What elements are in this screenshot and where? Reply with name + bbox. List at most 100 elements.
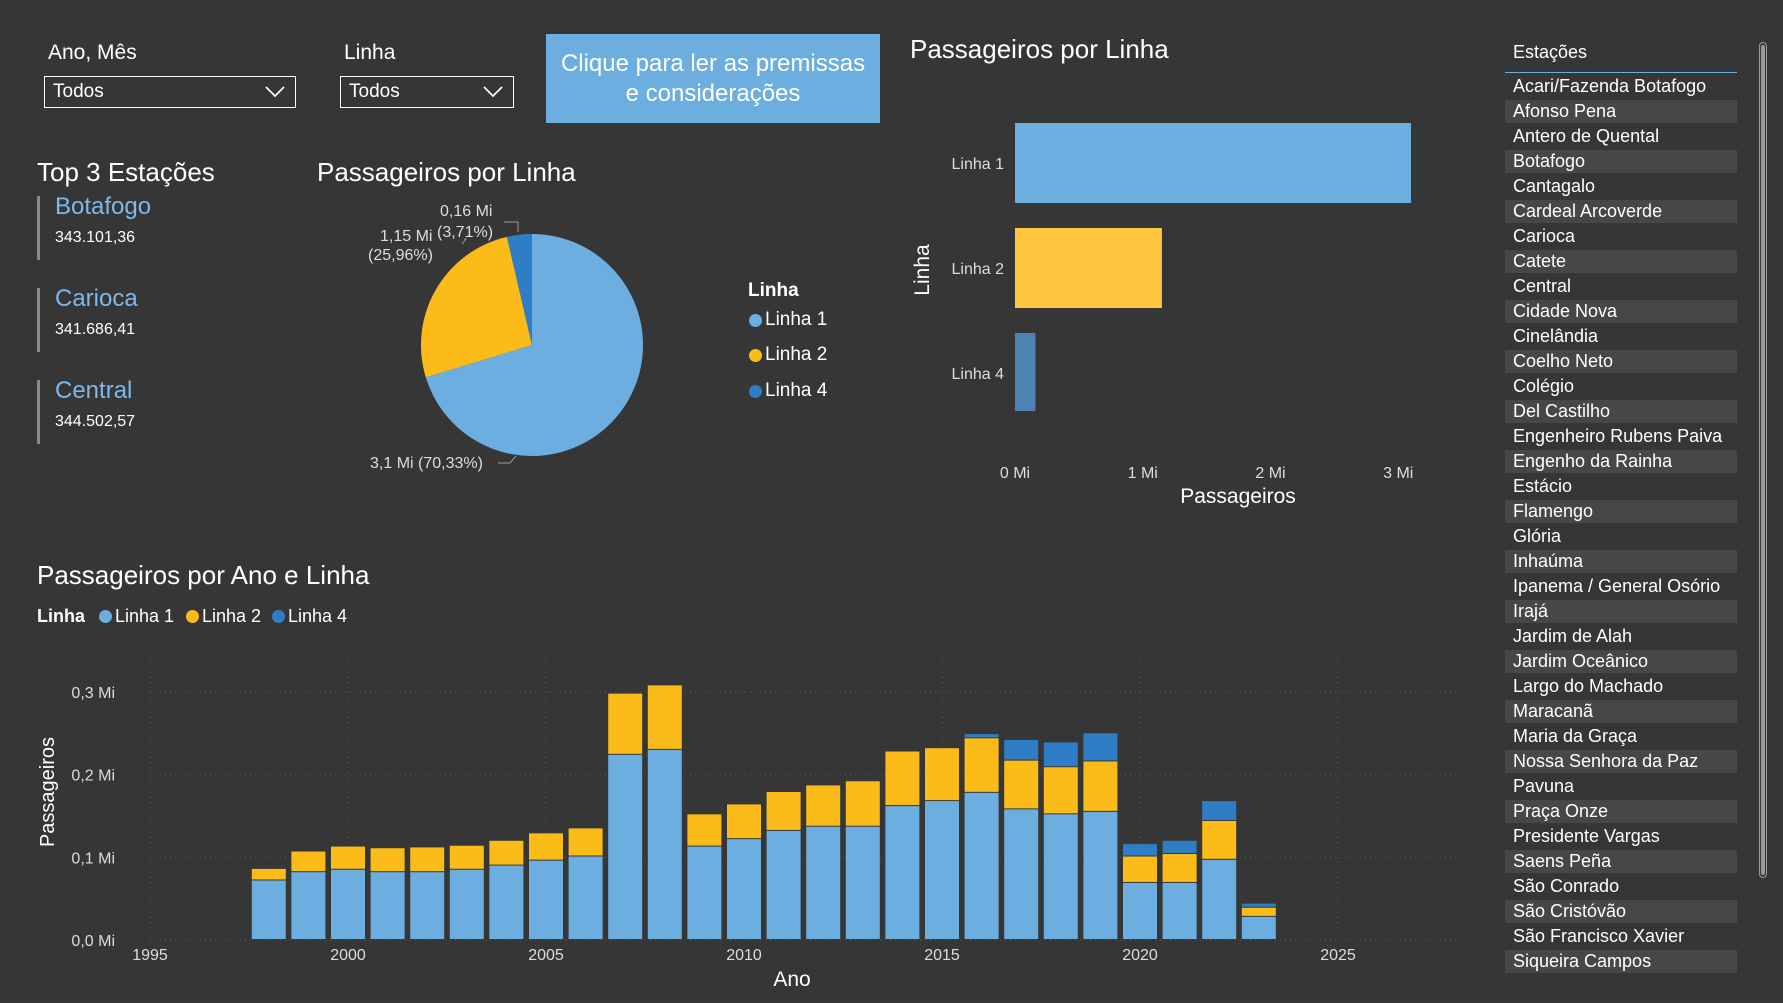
column-segment-linha-1[interactable] xyxy=(291,872,326,939)
station-item[interactable]: Inhaúma xyxy=(1505,550,1737,573)
stacked-legend-linha2[interactable]: Linha 2 xyxy=(186,606,261,627)
column-segment-linha-2[interactable] xyxy=(410,847,445,872)
station-item[interactable]: Irajá xyxy=(1505,600,1737,623)
column-segment-linha-2[interactable] xyxy=(1241,907,1276,916)
station-item[interactable]: Del Castilho xyxy=(1505,400,1737,423)
column-segment-linha-1[interactable] xyxy=(766,830,801,939)
column-segment-linha-2[interactable] xyxy=(251,868,286,880)
column-segment-linha-2[interactable] xyxy=(370,848,405,872)
column-segment-linha-1[interactable] xyxy=(529,860,563,939)
column-segment-linha-2[interactable] xyxy=(529,833,563,860)
station-item[interactable]: Engenho da Rainha xyxy=(1505,450,1737,473)
column-segment-linha-1[interactable] xyxy=(1083,811,1118,939)
column-segment-linha-2[interactable] xyxy=(291,851,326,872)
station-item[interactable]: Largo do Machado xyxy=(1513,676,1664,696)
station-item[interactable]: Central xyxy=(1513,276,1572,296)
column-segment-linha-1[interactable] xyxy=(1123,882,1157,939)
column-segment-linha-2[interactable] xyxy=(687,814,722,846)
station-item[interactable]: Colégio xyxy=(1513,376,1575,396)
pie-slice-linha-1[interactable] xyxy=(425,234,643,456)
station-item[interactable]: Maria da Graça xyxy=(1513,726,1638,746)
station-item[interactable]: Afonso Pena xyxy=(1505,100,1737,123)
column-segment-linha-2[interactable] xyxy=(331,846,365,869)
column-segment-linha-1[interactable] xyxy=(1043,814,1078,939)
column-segment-linha-2[interactable] xyxy=(489,840,524,865)
column-segment-linha-2[interactable] xyxy=(727,804,761,839)
column-segment-linha-1[interactable] xyxy=(608,754,643,939)
column-segment-linha-1[interactable] xyxy=(964,792,999,939)
column-segment-linha-2[interactable] xyxy=(885,751,920,806)
pie-slice-linha-2[interactable] xyxy=(421,236,532,378)
station-item[interactable]: Cinelândia xyxy=(1513,326,1599,346)
column-segment-linha-4[interactable] xyxy=(1162,840,1197,854)
column-segment-linha-1[interactable] xyxy=(806,826,841,939)
column-segment-linha-1[interactable] xyxy=(1202,859,1237,939)
column-segment-linha-4[interactable] xyxy=(1043,742,1078,767)
stacked-legend-linha4[interactable]: Linha 4 xyxy=(272,606,347,627)
pie-legend-linha2[interactable]: Linha 2 xyxy=(749,344,827,366)
stations-scrollbar-thumb[interactable] xyxy=(1761,45,1765,875)
pie-legend-linha1[interactable]: Linha 1 xyxy=(749,309,827,331)
column-segment-linha-2[interactable] xyxy=(766,792,801,830)
station-item[interactable]: Botafogo xyxy=(1505,150,1737,173)
station-item[interactable]: Glória xyxy=(1513,526,1562,546)
station-item[interactable]: Siqueira Campos xyxy=(1505,950,1737,973)
column-segment-linha-1[interactable] xyxy=(331,869,365,939)
column-segment-linha-2[interactable] xyxy=(449,845,484,869)
column-segment-linha-1[interactable] xyxy=(845,826,880,939)
station-item[interactable]: Pavuna xyxy=(1513,776,1575,796)
column-segment-linha-2[interactable] xyxy=(1202,820,1237,859)
column-segment-linha-1[interactable] xyxy=(687,846,722,939)
station-item[interactable]: Antero de Quental xyxy=(1513,126,1660,146)
line-dropdown[interactable]: Todos xyxy=(340,76,514,108)
column-segment-linha-2[interactable] xyxy=(845,781,880,826)
pie-slice-linha-4[interactable] xyxy=(506,234,532,345)
stations-scrollbar[interactable] xyxy=(1759,42,1767,878)
stacked-legend-linha1[interactable]: Linha 1 xyxy=(99,606,174,627)
column-segment-linha-4[interactable] xyxy=(1123,844,1157,856)
station-item[interactable]: Presidente Vargas xyxy=(1513,826,1660,846)
station-item[interactable]: Saens Peña xyxy=(1505,850,1737,873)
hbar-linha-4[interactable] xyxy=(1015,333,1036,411)
column-segment-linha-4[interactable] xyxy=(1083,733,1118,761)
station-item[interactable]: Coelho Neto xyxy=(1505,350,1737,373)
column-segment-linha-1[interactable] xyxy=(370,872,405,939)
column-segment-linha-1[interactable] xyxy=(925,801,959,939)
column-segment-linha-1[interactable] xyxy=(1004,809,1039,939)
column-segment-linha-2[interactable] xyxy=(1162,854,1197,882)
station-item[interactable]: São Cristóvão xyxy=(1505,900,1737,923)
station-item[interactable]: Maracanã xyxy=(1505,700,1737,723)
hbar-linha-1[interactable] xyxy=(1015,123,1411,203)
column-segment-linha-1[interactable] xyxy=(885,806,920,939)
station-item[interactable]: Acari/Fazenda Botafogo xyxy=(1513,76,1707,96)
column-segment-linha-1[interactable] xyxy=(647,749,682,939)
column-segment-linha-4[interactable] xyxy=(1241,903,1276,907)
station-item[interactable]: Nossa Senhora da Paz xyxy=(1505,750,1737,773)
column-segment-linha-1[interactable] xyxy=(727,839,761,939)
column-segment-linha-2[interactable] xyxy=(1004,760,1039,809)
station-item[interactable]: Jardim Oceânico xyxy=(1505,650,1737,673)
station-item[interactable]: São Conrado xyxy=(1513,876,1620,896)
hbar-linha-2[interactable] xyxy=(1015,228,1162,308)
station-item[interactable]: Jardim de Alah xyxy=(1513,626,1633,646)
column-segment-linha-1[interactable] xyxy=(1241,916,1276,939)
station-item[interactable]: Estácio xyxy=(1513,476,1573,496)
station-item[interactable]: Ipanema / General Osório xyxy=(1513,576,1721,596)
station-item[interactable]: Cidade Nova xyxy=(1505,300,1737,323)
column-segment-linha-4[interactable] xyxy=(1202,801,1237,820)
column-segment-linha-2[interactable] xyxy=(568,828,603,856)
column-segment-linha-1[interactable] xyxy=(489,865,524,939)
station-item[interactable]: Catete xyxy=(1505,250,1737,273)
column-segment-linha-1[interactable] xyxy=(251,880,286,939)
station-item[interactable]: São Francisco Xavier xyxy=(1513,926,1685,946)
column-segment-linha-2[interactable] xyxy=(925,748,959,801)
pie-legend-linha4[interactable]: Linha 4 xyxy=(749,380,827,402)
column-segment-linha-1[interactable] xyxy=(568,856,603,939)
column-segment-linha-1[interactable] xyxy=(1162,882,1197,939)
column-segment-linha-2[interactable] xyxy=(647,685,682,749)
column-segment-linha-2[interactable] xyxy=(608,693,643,754)
assumptions-button[interactable]: Clique para ler as premissas e considera… xyxy=(546,34,880,123)
column-segment-linha-4[interactable] xyxy=(1004,739,1039,760)
column-segment-linha-1[interactable] xyxy=(449,869,484,939)
station-item[interactable]: Cardeal Arcoverde xyxy=(1505,200,1737,223)
